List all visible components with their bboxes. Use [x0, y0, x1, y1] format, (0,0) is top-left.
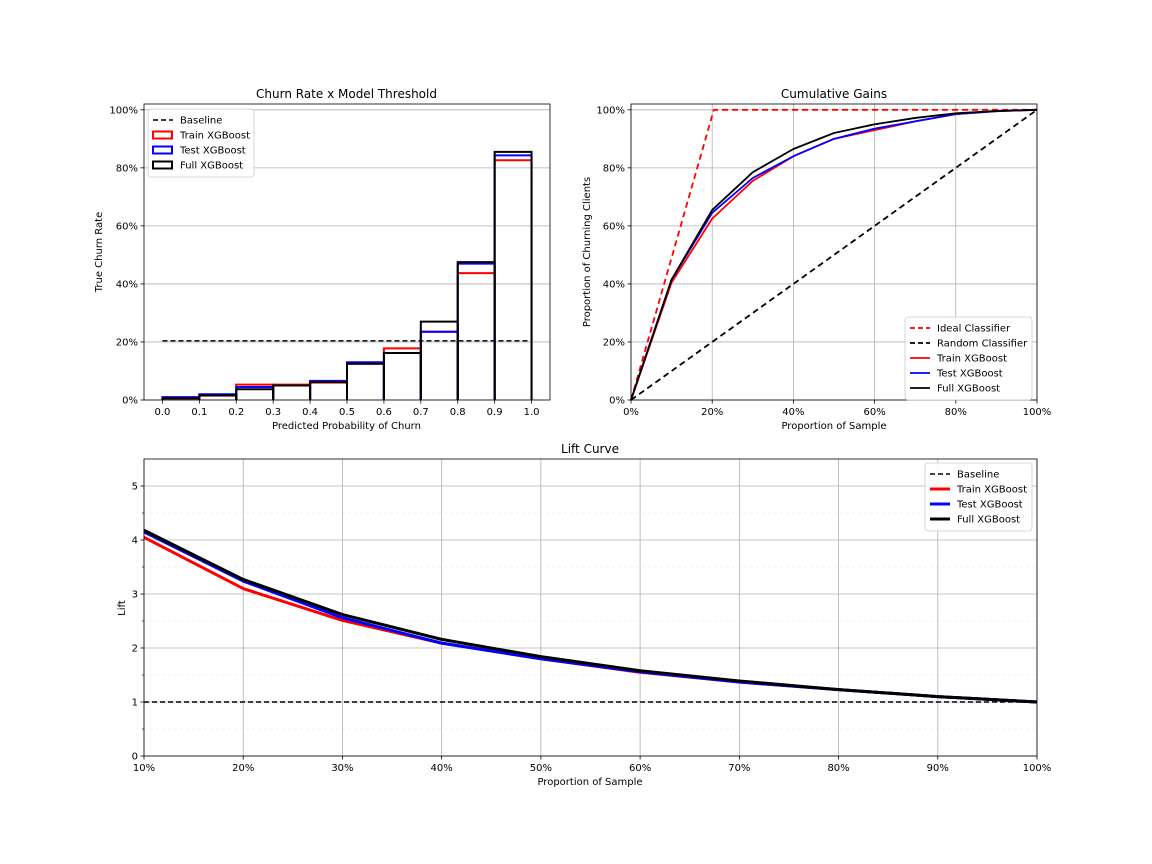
gains-series-line	[630, 109, 1038, 401]
hist-xtick-label: 0.7	[413, 407, 429, 418]
hist-bar	[493, 150, 533, 400]
hist-legend: Baseline Train XGBoost Test XGBoost Full XG…	[147, 108, 255, 178]
hist-xtick-label: 0.9	[487, 407, 503, 418]
lift-legend-box	[924, 462, 1033, 532]
lift-ytick-label: 3	[132, 590, 138, 601]
hist-xtick-label: 0.3	[265, 407, 281, 418]
lift-ytick-label: 4	[132, 536, 138, 547]
gains-y-axis-label: Proportion of Churning Clients	[582, 177, 593, 327]
gains-legend-label: Ideal Classifier	[937, 324, 1011, 335]
hist-legend-label: Full XGBoost	[180, 161, 243, 172]
lift-axes-frame	[143, 458, 1038, 757]
gains-ytick-label: 20%	[603, 337, 625, 348]
hist-xtick-label: 0.4	[302, 407, 318, 418]
hist-x-axis-label: Predicted Probability of Churn	[272, 421, 421, 432]
lift-ytick-label: 0	[132, 752, 138, 763]
gains-xtick-label: 0%	[623, 407, 639, 418]
churn-rate-histogram-chart: Churn Rate x Model Threshold Predicted P…	[94, 87, 551, 432]
hist-legend-swatch	[152, 160, 173, 170]
gains-xtick-label: 60%	[863, 407, 885, 418]
gains-ytick-label: 0%	[609, 396, 625, 407]
hist-ytick-label: 40%	[116, 279, 138, 290]
gains-ytick-label: 40%	[603, 279, 625, 290]
lift-legend-label: Train XGBoost	[956, 485, 1027, 496]
lift-xtick-label: 30%	[331, 763, 353, 774]
gains-x-axis-label: Proportion of Sample	[781, 421, 886, 432]
gains-legend-label: Full XGBoost	[937, 384, 1000, 395]
gains-ytick-label: 80%	[603, 163, 625, 174]
lift-xtick-label: 80%	[827, 763, 849, 774]
lift-title: Lift Curve	[561, 442, 619, 456]
hist-xtick-label: 0.5	[339, 407, 355, 418]
hist-legend-swatch	[152, 145, 173, 155]
hist-legend-label: Test XGBoost	[179, 146, 246, 157]
hist-bars	[161, 150, 533, 400]
lift-xtick-label: 90%	[927, 763, 949, 774]
hist-xtick-label: 1.0	[524, 407, 540, 418]
hist-ytick-label: 60%	[116, 221, 138, 232]
lift-legend-label: Full XGBoost	[957, 515, 1020, 526]
gains-legend-box	[904, 316, 1033, 401]
gains-series-line	[630, 108, 1038, 401]
gains-ytick-label: 60%	[603, 221, 625, 232]
lift-ytick-label: 1	[132, 698, 138, 709]
lift-xtick-label: 20%	[232, 763, 254, 774]
hist-xtick-label: 0.8	[450, 407, 466, 418]
lift-xtick-label: 60%	[629, 763, 651, 774]
gains-title: Cumulative Gains	[781, 87, 887, 101]
hist-ytick-label: 20%	[116, 337, 138, 348]
lift-xtick-label: 70%	[728, 763, 750, 774]
lift-ytick-label: 5	[132, 482, 138, 493]
gains-xtick-label: 40%	[782, 407, 804, 418]
hist-xtick-label: 0.6	[376, 407, 392, 418]
gains-xtick-label: 20%	[701, 407, 723, 418]
hist-y-axis-label: True Churn Rate	[94, 212, 105, 293]
hist-axes-frame	[143, 103, 551, 401]
hist-ticks: 0% 20% 40% 60% 80% 100% 0.0 0.1 0.2 0.3 0.4 0.5 0.6 0…	[109, 103, 551, 418]
lift-x-axis-label: Proportion of Sample	[537, 777, 642, 788]
hist-xtick-label: 0.0	[155, 407, 171, 418]
lift-xtick-label: 10%	[133, 763, 155, 774]
gains-lines	[630, 108, 1038, 401]
gains-series-line	[630, 108, 1037, 401]
hist-legend-swatch	[152, 130, 173, 140]
hist-legend-box	[147, 108, 255, 178]
gains-ytick-label: 100%	[596, 105, 625, 116]
gains-legend-label: Test XGBoost	[936, 369, 1003, 380]
gains-xtick-label: 100%	[1023, 407, 1052, 418]
cumulative-gains-chart: Cumulative Gains Proportion of Sample Pr…	[582, 87, 1051, 432]
hist-ytick-label: 0%	[122, 396, 138, 407]
gains-axes-frame	[630, 103, 1038, 401]
gains-ticks: 0% 20% 40% 60% 80% 100% 0% 20% 40% 60% 80% 100%	[596, 103, 1052, 418]
lift-y-axis-label: Lift	[117, 600, 128, 616]
hist-xtick-label: 0.2	[228, 407, 244, 418]
lift-xtick-label: 40%	[431, 763, 453, 774]
hist-legend-label: Train XGBoost	[179, 131, 250, 142]
gains-legend: Ideal Classifier Random Classifier Train X…	[904, 316, 1033, 401]
hist-xtick-label: 0.1	[191, 407, 207, 418]
lift-series-line	[143, 528, 1038, 704]
gains-xtick-label: 80%	[945, 407, 967, 418]
hist-ytick-label: 80%	[116, 163, 138, 174]
hist-ytick-label: 100%	[109, 105, 138, 116]
gains-legend-label: Train XGBoost	[936, 354, 1007, 365]
hist-title: Churn Rate x Model Threshold	[256, 87, 437, 101]
hist-legend-label: Baseline	[180, 116, 222, 127]
lift-ticks: 0 1 2 3 4 5 10% 20% 30% 40% 50% 60% 70% 80% 90% 100%	[132, 458, 1052, 774]
lift-lines	[143, 528, 1038, 704]
lift-xtick-label: 100%	[1023, 763, 1052, 774]
lift-xtick-label: 50%	[530, 763, 552, 774]
lift-legend: Baseline Train XGBoost Test XGBoost Full XG…	[924, 462, 1033, 532]
lift-legend-label: Baseline	[957, 470, 999, 481]
lift-ytick-label: 2	[132, 644, 138, 655]
lift-legend-label: Test XGBoost	[956, 500, 1023, 511]
lift-curve-chart: Lift Curve Proportion of Sample Lift 0 1 2…	[117, 442, 1051, 788]
gains-legend-label: Random Classifier	[937, 339, 1028, 350]
